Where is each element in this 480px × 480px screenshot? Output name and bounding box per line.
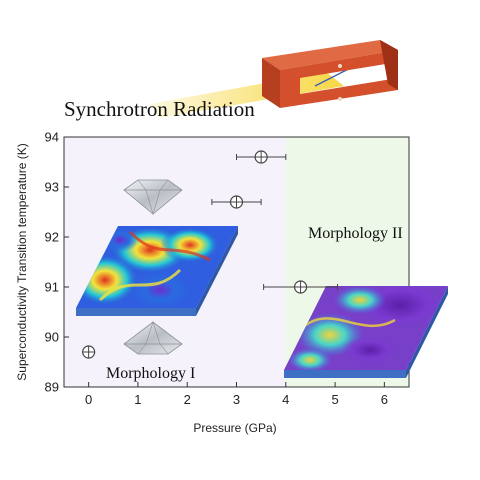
diamond-anvil-icon	[123, 321, 183, 355]
data-point	[211, 195, 262, 209]
y-tick-label: 89	[45, 380, 59, 395]
data-point	[236, 150, 287, 164]
x-axis-title: Pressure (GPa)	[193, 421, 276, 435]
x-tick-label: 6	[381, 392, 388, 407]
x-tick-label: 2	[184, 392, 191, 407]
data-point	[263, 280, 339, 294]
y-tick-label: 92	[45, 230, 59, 245]
x-tick-label: 5	[331, 392, 338, 407]
cell-front	[262, 58, 280, 108]
y-tick-label: 93	[45, 180, 59, 195]
phase-regions	[64, 137, 409, 387]
cell-back-edge	[380, 40, 398, 90]
axis-ticks: 0 1 2 3 4 5 6 89 90 91 92 93 94	[45, 130, 388, 408]
y-tick-label: 91	[45, 280, 59, 295]
synchrotron-label: Synchrotron Radiation	[64, 97, 255, 121]
y-tick-label: 90	[45, 330, 59, 345]
morphology-1-label: Morphology I	[106, 365, 195, 382]
cell-screw	[338, 64, 342, 68]
pressure-cell-illustration: Synchrotron Radiation	[64, 40, 398, 121]
y-axis-title: Superconductivity Transition temperature…	[15, 143, 29, 380]
morphology-1-heatmap	[76, 226, 238, 316]
morphology-2-label: Morphology II	[308, 225, 403, 242]
data-point	[82, 345, 96, 359]
cell-top-face	[262, 40, 398, 70]
cell-body	[280, 50, 398, 108]
x-tick-label: 0	[85, 392, 92, 407]
data-points	[82, 150, 339, 359]
cell-screw	[338, 97, 342, 101]
x-tick-label: 4	[282, 392, 289, 407]
x-tick-label: 3	[233, 392, 240, 407]
x-tick-label: 1	[134, 392, 141, 407]
diamond-anvil-icon	[123, 179, 183, 216]
y-tick-label: 94	[45, 130, 59, 145]
